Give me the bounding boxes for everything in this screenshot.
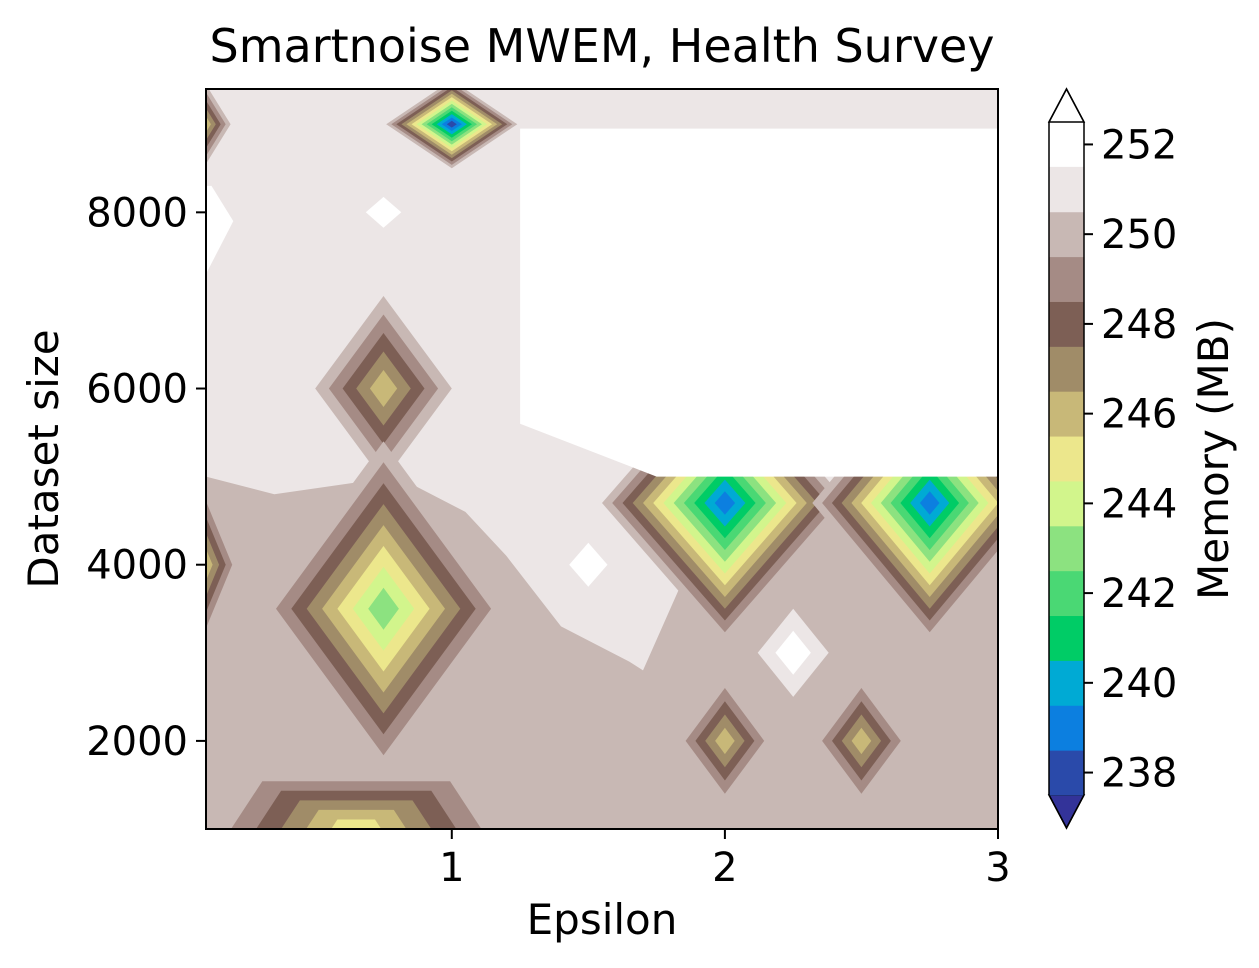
contour-level xyxy=(715,727,735,755)
contour-level xyxy=(569,542,608,587)
colorbar-band xyxy=(1049,391,1084,437)
chart-title: Smartnoise MWEM, Health Survey xyxy=(210,19,995,73)
y-tick-label: 8000 xyxy=(86,190,188,236)
colorbar-tick-label: 242 xyxy=(1101,571,1177,617)
contour-level xyxy=(368,587,399,630)
x-tick-label: 1 xyxy=(439,845,464,891)
contour-level xyxy=(331,819,382,829)
missing-region xyxy=(520,128,998,477)
colorbar-band xyxy=(1049,750,1084,796)
colorbar-extend-max xyxy=(1047,87,1086,123)
contour-feature-top-epsilon-1-diamond xyxy=(386,89,518,169)
contour-feature-diamond-eps2-n2000 xyxy=(675,674,775,807)
plot-frame xyxy=(205,88,999,830)
contour-level xyxy=(306,809,407,829)
contour-level xyxy=(206,116,211,133)
contour-feature-top-left-edge-diamond xyxy=(206,89,231,164)
contour-feature-left-edge-diamond-4000 xyxy=(206,485,239,644)
plot-area xyxy=(206,89,998,829)
colorbar-tick-label: 244 xyxy=(1101,481,1177,527)
x-axis: 1 2 3 xyxy=(439,829,1011,891)
colorbar-band xyxy=(1049,705,1084,751)
colorbar-tick-label: 238 xyxy=(1101,751,1177,797)
colorbar-band xyxy=(1049,346,1084,392)
colorbar-tick-label: 240 xyxy=(1101,661,1177,707)
y-tick-label: 6000 xyxy=(86,367,188,413)
colorbar: 238 240 242 244 246 248 250 252 xyxy=(1047,87,1177,830)
colorbar-tick-label: 246 xyxy=(1101,392,1177,438)
colorbar-outline xyxy=(1048,87,1085,830)
colorbar-band xyxy=(1049,480,1084,527)
colorbar-band xyxy=(1049,301,1084,347)
contour-feature-bottom-band-n1000 xyxy=(206,771,507,829)
contour-level xyxy=(851,727,872,755)
contour-level xyxy=(919,491,940,515)
y-axis: 2000 4000 6000 8000 xyxy=(86,190,206,765)
contour-feature-diamond-eps2.5-n2000 xyxy=(812,674,911,807)
contour-feature-light-diamond-8000 xyxy=(348,181,419,244)
contour-level xyxy=(714,491,736,515)
y-tick-label: 2000 xyxy=(86,719,188,765)
contour-feature-light-diamond-2.25-3000 xyxy=(757,608,829,697)
colorbar-band xyxy=(1049,615,1084,661)
contour-level xyxy=(365,196,402,228)
x-tick-label: 2 xyxy=(712,845,737,891)
colorbar-label: Memory (MB) xyxy=(1189,318,1238,600)
colorbar-band xyxy=(1049,660,1084,706)
colorbar-tick-label: 248 xyxy=(1101,302,1177,348)
contour-feature-peak-eps0.75-n3500 xyxy=(260,441,507,777)
missing-region xyxy=(206,185,234,274)
y-axis-label: Dataset size xyxy=(19,329,68,588)
contour-feature-diamond-eps0.75-n6000 xyxy=(315,296,452,481)
colorbar-band xyxy=(1049,211,1084,258)
contour-level xyxy=(369,370,398,407)
contour-level xyxy=(446,120,457,128)
colorbar-band xyxy=(1049,256,1084,302)
contour-level xyxy=(206,108,216,141)
colorbar-tick-label: 250 xyxy=(1101,212,1177,258)
colorbar-band xyxy=(1049,570,1084,617)
x-axis-label: Epsilon xyxy=(527,895,678,944)
contour-level xyxy=(775,630,811,675)
contour-feature-light-diamond-1.5-4000 xyxy=(550,520,627,609)
colorbar-band xyxy=(1049,166,1084,213)
contour-level xyxy=(206,548,213,581)
x-tick-label: 3 xyxy=(985,845,1010,891)
colorbar-extend-min xyxy=(1047,794,1086,830)
colorbar-tick-label: 252 xyxy=(1101,122,1177,168)
colorbar-band xyxy=(1049,525,1084,572)
colorbar-band xyxy=(1049,436,1084,482)
y-tick-label: 4000 xyxy=(86,543,188,589)
